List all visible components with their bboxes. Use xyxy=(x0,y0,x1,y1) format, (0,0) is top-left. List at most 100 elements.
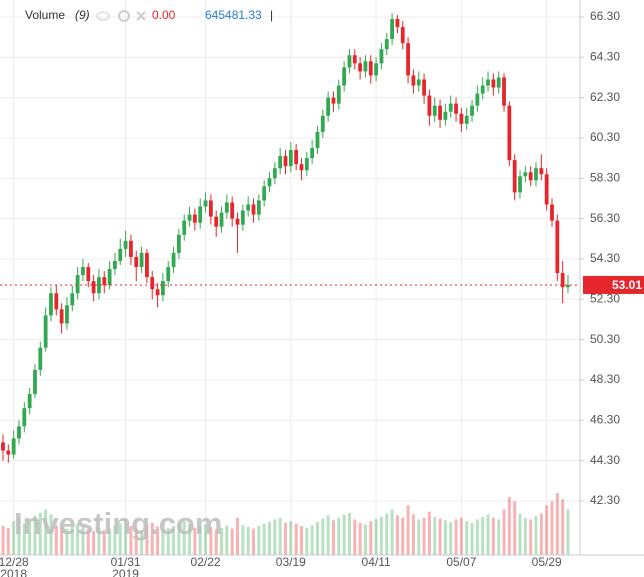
candle-body xyxy=(139,252,144,268)
y-tick-label: 52.30 xyxy=(590,291,620,305)
candle-body xyxy=(459,113,464,124)
candle-body xyxy=(294,150,299,165)
volume-bar xyxy=(172,526,176,555)
candle-body xyxy=(166,267,171,282)
candle-body xyxy=(555,220,560,274)
candle-body xyxy=(566,284,570,288)
volume-bar xyxy=(299,526,303,555)
volume-bar xyxy=(459,517,463,555)
volume-bar xyxy=(358,522,362,555)
x-tick-label: 05/29 xyxy=(532,555,562,569)
candle-body xyxy=(171,252,176,268)
candle-body xyxy=(27,394,32,409)
volume-bar xyxy=(38,512,42,555)
x-tick-label: 01/31 xyxy=(111,555,141,569)
volume-bar xyxy=(529,519,533,555)
x-tick-label: 03/19 xyxy=(276,555,306,569)
candle-body xyxy=(49,293,53,316)
volume-bar xyxy=(374,518,378,555)
gear-icon[interactable] xyxy=(118,10,130,22)
candle-body xyxy=(310,148,315,159)
y-tick-label: 50.30 xyxy=(590,332,620,346)
candle-body xyxy=(299,164,304,171)
y-tick-label: 54.30 xyxy=(590,251,620,265)
volume-bar xyxy=(257,526,261,555)
volume-bar xyxy=(49,514,53,555)
candle-body xyxy=(145,252,149,278)
volume-bar xyxy=(236,517,240,555)
volume-bar xyxy=(401,517,405,555)
volume-bar xyxy=(177,523,181,555)
volume-bar xyxy=(6,528,10,555)
volume-bar xyxy=(60,526,64,555)
volume-bar xyxy=(140,530,144,555)
volume-bar xyxy=(454,519,458,555)
last-price-label: 53.01 xyxy=(612,278,642,292)
volume-bar xyxy=(214,529,218,555)
y-tick-label: 56.30 xyxy=(590,211,620,225)
candle-body xyxy=(411,75,416,86)
volume-bar xyxy=(502,509,506,555)
volume-bar xyxy=(273,519,277,555)
volume-bar xyxy=(513,501,517,555)
candle-body xyxy=(427,95,432,116)
candle-body xyxy=(113,260,117,270)
volume-bar xyxy=(166,528,170,555)
volume-bar xyxy=(44,509,48,555)
volume-bar xyxy=(406,505,410,555)
volume-bar xyxy=(363,524,367,555)
candle-body xyxy=(438,105,442,120)
candle-body xyxy=(352,55,357,64)
volume-bar xyxy=(486,514,490,555)
volume-bar xyxy=(283,522,287,555)
volume-bar xyxy=(561,499,565,555)
candle-body xyxy=(528,172,533,181)
candle-body xyxy=(326,97,331,116)
volume-bar xyxy=(449,521,453,555)
candle-body xyxy=(214,216,219,227)
candle-body xyxy=(390,18,394,40)
watermark: Investing.com xyxy=(14,506,222,541)
candle-body xyxy=(534,168,538,181)
candle-body xyxy=(480,85,485,94)
volume-bar xyxy=(204,524,208,555)
candle-body xyxy=(560,273,565,288)
volume-bar xyxy=(86,529,90,555)
volume-bar xyxy=(443,520,447,555)
volume-bar xyxy=(417,519,421,555)
legend-cursor: | xyxy=(270,8,273,22)
close-icon[interactable] xyxy=(136,11,146,21)
volume-bar xyxy=(395,515,399,555)
candle-body xyxy=(97,277,101,294)
candle-body xyxy=(91,281,96,294)
candle-body xyxy=(33,369,37,395)
candle-body xyxy=(123,240,128,249)
candle-body xyxy=(107,269,112,286)
candle-body xyxy=(235,218,240,225)
volume-bar xyxy=(193,527,197,555)
candle-body xyxy=(256,200,261,215)
candle-body xyxy=(118,248,123,261)
volume-bar xyxy=(385,513,389,555)
candle-body xyxy=(219,212,224,227)
last-price-box xyxy=(583,275,644,294)
candle-body xyxy=(544,174,549,205)
candle-body xyxy=(155,289,160,296)
candle-body xyxy=(395,18,400,28)
volume-bar xyxy=(22,523,26,555)
volume-bar xyxy=(326,515,330,555)
candle-body xyxy=(11,438,16,455)
candle-body xyxy=(38,347,43,370)
volume-bar xyxy=(289,521,293,555)
legend-ma-value: 645481.33 xyxy=(205,8,262,22)
volume-bar xyxy=(108,528,112,555)
candle-body xyxy=(81,267,85,276)
y-tick-label: 44.30 xyxy=(590,453,620,467)
candle-body xyxy=(347,55,352,68)
candle-body xyxy=(342,67,347,86)
candle-body xyxy=(379,49,384,64)
candle-body xyxy=(422,79,426,96)
volume-bar xyxy=(81,526,85,555)
eye-icon[interactable] xyxy=(96,11,110,21)
